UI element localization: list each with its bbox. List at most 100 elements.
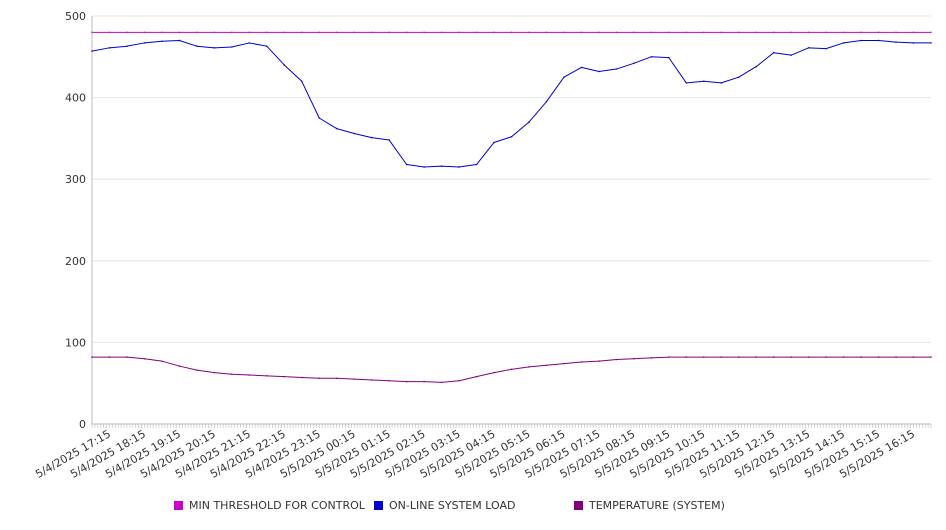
data-point-on-line-system-load (633, 62, 635, 65)
data-point-min-threshold-for-control (370, 31, 373, 34)
data-point-min-threshold-for-control (930, 31, 932, 34)
data-point-temperature-system (440, 381, 443, 384)
data-point-min-threshold-for-control (580, 31, 583, 34)
data-point-on-line-system-load (650, 56, 653, 58)
data-point-on-line-system-load (108, 47, 111, 49)
data-point-on-line-system-load (807, 47, 810, 49)
data-point-on-line-system-load (668, 56, 670, 59)
data-point-min-threshold-for-control (685, 31, 688, 34)
data-point-on-line-system-load (475, 163, 478, 166)
data-point-temperature-system (545, 364, 548, 367)
legend-item-online-load[interactable]: ON-LINE SYSTEM LOAD (374, 499, 515, 512)
data-point-on-line-system-load (528, 121, 530, 123)
data-point-temperature-system (702, 356, 705, 358)
data-point-on-line-system-load (598, 70, 600, 73)
data-point-temperature-system (772, 356, 775, 358)
data-point-temperature-system (423, 380, 425, 383)
data-point-temperature-system (178, 365, 181, 367)
data-point-min-threshold-for-control (755, 31, 758, 34)
data-point-min-threshold-for-control (912, 31, 915, 34)
data-point-temperature-system (475, 375, 478, 378)
data-point-temperature-system (353, 378, 355, 380)
series-line-on-line-system-load (91, 39, 931, 168)
data-point-min-threshold-for-control (405, 31, 408, 34)
data-point-on-line-system-load (318, 117, 321, 119)
data-point-min-threshold-for-control (126, 31, 128, 34)
data-point-temperature-system (755, 356, 758, 358)
data-point-on-line-system-load (335, 127, 338, 130)
data-point-on-line-system-load (440, 165, 443, 167)
data-point-on-line-system-load (405, 163, 408, 166)
data-point-min-threshold-for-control (650, 31, 653, 34)
data-point-temperature-system (213, 371, 216, 374)
data-point-on-line-system-load (231, 46, 233, 48)
legend-label-online-load: ON-LINE SYSTEM LOAD (389, 499, 516, 512)
data-point-temperature-system (493, 371, 495, 374)
data-point-on-line-system-load (580, 66, 583, 69)
legend-swatch-online-load (374, 501, 383, 510)
data-point-min-threshold-for-control (161, 31, 163, 34)
data-point-temperature-system (196, 369, 198, 371)
data-point-min-threshold-for-control (196, 31, 198, 34)
data-point-on-line-system-load (300, 80, 303, 83)
data-point-temperature-system (720, 356, 723, 358)
data-point-temperature-system (563, 362, 565, 365)
data-point-temperature-system (912, 356, 915, 358)
data-point-min-threshold-for-control (248, 31, 251, 34)
data-point-min-threshold-for-control (877, 31, 880, 34)
data-point-on-line-system-load (510, 135, 513, 138)
data-point-min-threshold-for-control (825, 31, 827, 34)
data-point-min-threshold-for-control (231, 31, 233, 34)
data-point-temperature-system (528, 366, 530, 368)
data-point-temperature-system (895, 356, 897, 358)
y-tick-label: 0 (79, 418, 86, 431)
data-point-temperature-system (248, 374, 251, 376)
data-point-on-line-system-load (860, 39, 862, 42)
data-point-temperature-system (108, 356, 111, 358)
data-point-min-threshold-for-control (283, 31, 286, 34)
data-point-temperature-system (598, 360, 600, 362)
data-point-on-line-system-load (458, 166, 460, 168)
data-point-temperature-system (388, 379, 390, 382)
data-point-min-threshold-for-control (598, 31, 600, 34)
data-point-min-threshold-for-control (388, 31, 390, 34)
data-point-temperature-system (790, 356, 792, 358)
data-point-on-line-system-load (912, 42, 915, 44)
data-point-on-line-system-load (213, 47, 216, 49)
data-point-min-threshold-for-control (790, 31, 792, 34)
data-point-temperature-system (126, 356, 128, 358)
data-point-temperature-system (930, 356, 932, 358)
data-point-temperature-system (860, 356, 862, 358)
data-point-min-threshold-for-control (353, 31, 355, 34)
data-point-on-line-system-load (790, 54, 792, 56)
y-tick-label: 300 (65, 173, 86, 186)
data-point-temperature-system (335, 377, 338, 380)
data-point-on-line-system-load (755, 65, 758, 68)
data-point-min-threshold-for-control (493, 31, 495, 34)
data-point-temperature-system (737, 356, 740, 358)
data-point-temperature-system (458, 379, 460, 382)
data-point-temperature-system (842, 356, 845, 358)
data-point-min-threshold-for-control (842, 31, 845, 34)
chart-legend: MIN THRESHOLD FOR CONTROL ON-LINE SYSTEM… (0, 499, 946, 515)
legend-item-temperature[interactable]: TEMPERATURE (SYSTEM) (574, 499, 725, 512)
data-point-min-threshold-for-control (895, 31, 897, 34)
data-point-on-line-system-load (143, 42, 146, 44)
data-point-min-threshold-for-control (440, 31, 443, 34)
data-point-on-line-system-load (877, 39, 880, 42)
data-point-temperature-system (283, 375, 286, 378)
legend-label-min-threshold: MIN THRESHOLD FOR CONTROL (189, 499, 365, 512)
data-point-min-threshold-for-control (108, 31, 111, 34)
data-point-on-line-system-load (825, 47, 827, 50)
data-point-min-threshold-for-control (143, 31, 146, 34)
data-point-temperature-system (650, 357, 653, 359)
data-point-temperature-system (615, 358, 618, 361)
data-point-temperature-system (510, 368, 513, 371)
data-point-on-line-system-load (178, 39, 181, 42)
data-point-on-line-system-load (772, 51, 775, 54)
legend-item-min-threshold[interactable]: MIN THRESHOLD FOR CONTROL (174, 499, 365, 512)
data-point-min-threshold-for-control (737, 31, 740, 34)
data-point-min-threshold-for-control (265, 31, 268, 34)
